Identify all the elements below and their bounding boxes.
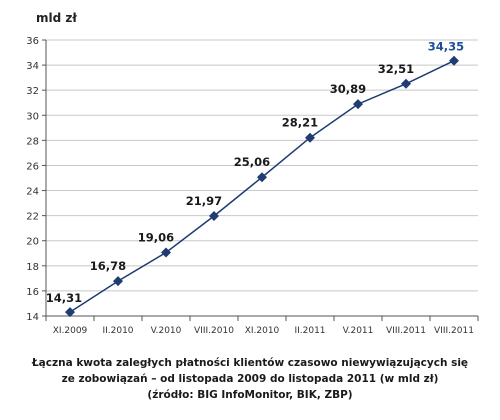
data-label: 32,51 <box>378 62 414 76</box>
x-tick-label: II.2011 <box>294 326 325 336</box>
y-tick-label: 32 <box>26 86 39 97</box>
data-label: 14,31 <box>46 291 82 305</box>
y-tick-label: 34 <box>26 61 39 72</box>
data-markers <box>65 55 459 318</box>
chart-caption: Łączna kwota zaległych płatności klientó… <box>10 355 490 403</box>
data-label: 28,21 <box>282 116 318 130</box>
x-tick-label: II.2010 <box>102 326 133 336</box>
grid-lines <box>42 39 478 317</box>
data-label: 30,89 <box>330 82 366 96</box>
data-label: 16,78 <box>90 259 126 273</box>
line-chart: mld zł 14 16 18 20 22 24 26 28 30 32 34 36 XI.2009 I… <box>26 11 479 336</box>
x-tick-label: VIII.2011 <box>386 326 426 336</box>
y-tick-label: 30 <box>26 111 39 122</box>
data-marker <box>305 132 315 143</box>
series-line <box>69 60 455 313</box>
data-marker <box>449 55 459 66</box>
data-label: 34,35 <box>428 40 464 54</box>
x-tick-label: XI.2009 <box>53 326 88 336</box>
data-marker <box>65 307 75 318</box>
y-tick-label: 14 <box>26 312 39 323</box>
data-marker <box>209 211 219 222</box>
caption-line-2: ze zobowiązań – od listopada 2009 do lis… <box>61 373 439 385</box>
x-tick-labels: XI.2009 II.2010 V.2010 VIII.2010 XI.2010 II.2… <box>53 326 474 336</box>
data-marker <box>257 172 267 183</box>
y-tick-labels: 14 16 18 20 22 24 26 28 30 32 34 36 <box>26 36 39 323</box>
axes <box>45 40 479 321</box>
y-tick-label: 22 <box>26 212 39 223</box>
data-label: 25,06 <box>234 155 270 169</box>
y-tick-label: 24 <box>26 187 39 198</box>
y-tick-label: 16 <box>26 287 39 298</box>
data-label: 19,06 <box>138 231 174 245</box>
data-marker <box>401 78 411 89</box>
data-marker <box>161 247 171 258</box>
y-axis-title: mld zł <box>36 11 77 25</box>
x-tick-label: VIII.2011 <box>434 326 474 336</box>
data-labels: 14,31 16,78 19,06 21,97 25,06 28,21 30,89 32,51… <box>46 40 464 305</box>
y-tick-label: 26 <box>26 161 39 172</box>
x-tick-label: V.2011 <box>343 326 374 336</box>
y-tick-label: 20 <box>26 237 39 248</box>
data-marker <box>113 276 123 287</box>
data-marker <box>353 99 363 110</box>
x-tick-label: XI.2010 <box>245 326 280 336</box>
data-label: 21,97 <box>186 194 222 208</box>
y-tick-label: 18 <box>26 262 39 273</box>
y-tick-label: 36 <box>26 36 39 47</box>
x-tick-label: V.2010 <box>151 326 182 336</box>
x-tick-label: VIII.2010 <box>194 326 234 336</box>
caption-line-1: Łączna kwota zaległych płatności klientó… <box>31 357 469 369</box>
caption-line-3: (źródło: BIG InfoMonitor, BIK, ZBP) <box>147 389 353 401</box>
y-tick-label: 28 <box>26 136 39 147</box>
